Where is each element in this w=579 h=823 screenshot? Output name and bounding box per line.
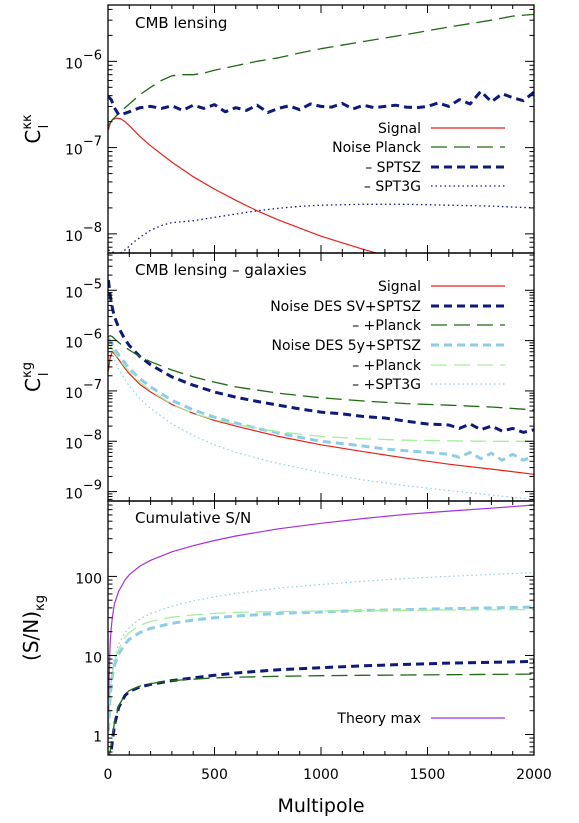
plot-frame: [107, 4, 535, 254]
y-tick-label: 10−6: [65, 328, 102, 352]
y-tick-base: 10: [84, 650, 102, 666]
series-line-5: [108, 343, 534, 442]
y-tick-exp: −8: [83, 221, 102, 236]
x-tick-labels: 0 500 1000 1500 2000: [104, 767, 552, 783]
y-tick-base: 10: [65, 436, 83, 452]
y-tick-label: 1: [93, 729, 102, 745]
y-tick-exp: −7: [83, 378, 102, 393]
y-tick-base: 10: [65, 143, 83, 159]
series-line-4: [108, 337, 534, 462]
y-tick-label: 10−8: [65, 428, 102, 452]
legend-label: Noise DES SV+SPTSZ: [270, 299, 421, 315]
y-tick-base: 10: [65, 336, 83, 352]
y-tick-base: 100: [75, 571, 102, 587]
legend-label: – SPT3G: [364, 179, 421, 195]
y-tick-label: 10−7: [65, 135, 102, 159]
legend: Signal Noise Planck – SPTSZ – SPT3G: [332, 121, 505, 195]
y-axis-title-sub: κg: [33, 595, 48, 611]
legend-label: Noise Planck: [332, 140, 422, 156]
x-tick-label: 1000: [303, 767, 339, 783]
x-tick-label: 0: [104, 767, 113, 783]
legend-label: Signal: [378, 121, 421, 137]
series-line-3: [108, 673, 534, 755]
x-tick-label: 500: [201, 767, 228, 783]
legend: Theory max: [336, 711, 505, 727]
y-ticks: [108, 500, 534, 753]
x-ticks: [107, 253, 535, 501]
y-tick-exp: −6: [83, 48, 102, 63]
y-tick-label: 10: [84, 650, 102, 666]
y-axis-title-sup: κg: [20, 362, 35, 378]
plot-frame: [107, 500, 535, 756]
y-tick-base: 10: [65, 229, 83, 245]
series-line-1: [108, 117, 379, 253]
y-tick-label: 10−5: [65, 277, 102, 301]
series-line-3: [108, 89, 534, 117]
y-ticks: [108, 254, 534, 500]
series-line-1: [108, 504, 534, 726]
panel-title: CMB lensing: [135, 14, 227, 32]
x-axis-title: Multipole: [277, 795, 364, 817]
x-ticks: [107, 5, 535, 253]
panel-title: CMB lensing – galaxies: [135, 261, 307, 279]
series-line-5: [108, 608, 534, 729]
y-tick-label: 10−6: [65, 48, 102, 72]
x-tick-label: 2000: [516, 767, 552, 783]
y-axis-title-sup: κκ: [20, 114, 35, 130]
y-axis-title: (S/N)κg: [19, 595, 48, 661]
series-line-2: [109, 659, 534, 755]
y-axis-title-sub: l: [37, 125, 52, 129]
x-ticks: [107, 501, 535, 755]
legend-label: – +SPT3G: [352, 377, 421, 393]
y-tick-exp: −6: [83, 328, 102, 343]
y-tick-base: 10: [65, 386, 83, 402]
series-line-4: [108, 203, 534, 253]
series-group: [108, 13, 534, 253]
legend-label: – SPTSZ: [365, 160, 421, 176]
y-axis-title-sub: l: [37, 372, 52, 376]
y-tick-base: 10: [65, 285, 83, 301]
legend-label: – +Planck: [352, 358, 422, 374]
y-tick-exp: −7: [83, 135, 102, 150]
y-tick-label: 100: [75, 571, 102, 587]
y-axis-title-main: C: [21, 130, 45, 144]
y-axis-title: Cκκ l: [20, 114, 52, 144]
y-axis-title: Cκg l: [20, 362, 52, 392]
legend-label: Noise DES 5y+SPTSZ: [271, 338, 421, 354]
series-line-4: [108, 605, 534, 732]
legend: Signal Noise DES SV+SPTSZ – +Planck Noise D…: [270, 279, 505, 393]
series-group: [108, 504, 534, 755]
y-tick-label: 10−7: [65, 378, 102, 402]
series-line-6: [108, 571, 534, 729]
y-tick-label: 10−9: [65, 479, 102, 503]
y-tick-base: 1: [93, 729, 102, 745]
y-tick-exp: −8: [83, 428, 102, 443]
y-tick-base: 10: [65, 487, 83, 503]
legend-label: Theory max: [336, 711, 421, 727]
series-line-6: [108, 342, 534, 500]
legend-label: – +Planck: [352, 318, 422, 334]
y-tick-base: 10: [65, 56, 83, 72]
series-line-2: [108, 13, 534, 126]
panel-3: 1 10 100 Cumulative S/N (S/N)κg Theory max: [19, 500, 535, 756]
x-tick-label: 1500: [410, 767, 446, 783]
panel-title: Cumulative S/N: [135, 509, 251, 527]
y-ticks: [108, 8, 534, 254]
legend-label: Signal: [378, 279, 421, 295]
y-axis-title-main: C: [21, 378, 45, 392]
y-tick-label: 10−8: [65, 221, 102, 245]
y-axis-title-main: (S/N): [19, 611, 43, 661]
y-tick-exp: −9: [83, 479, 102, 494]
y-tick-exp: −5: [83, 277, 102, 292]
